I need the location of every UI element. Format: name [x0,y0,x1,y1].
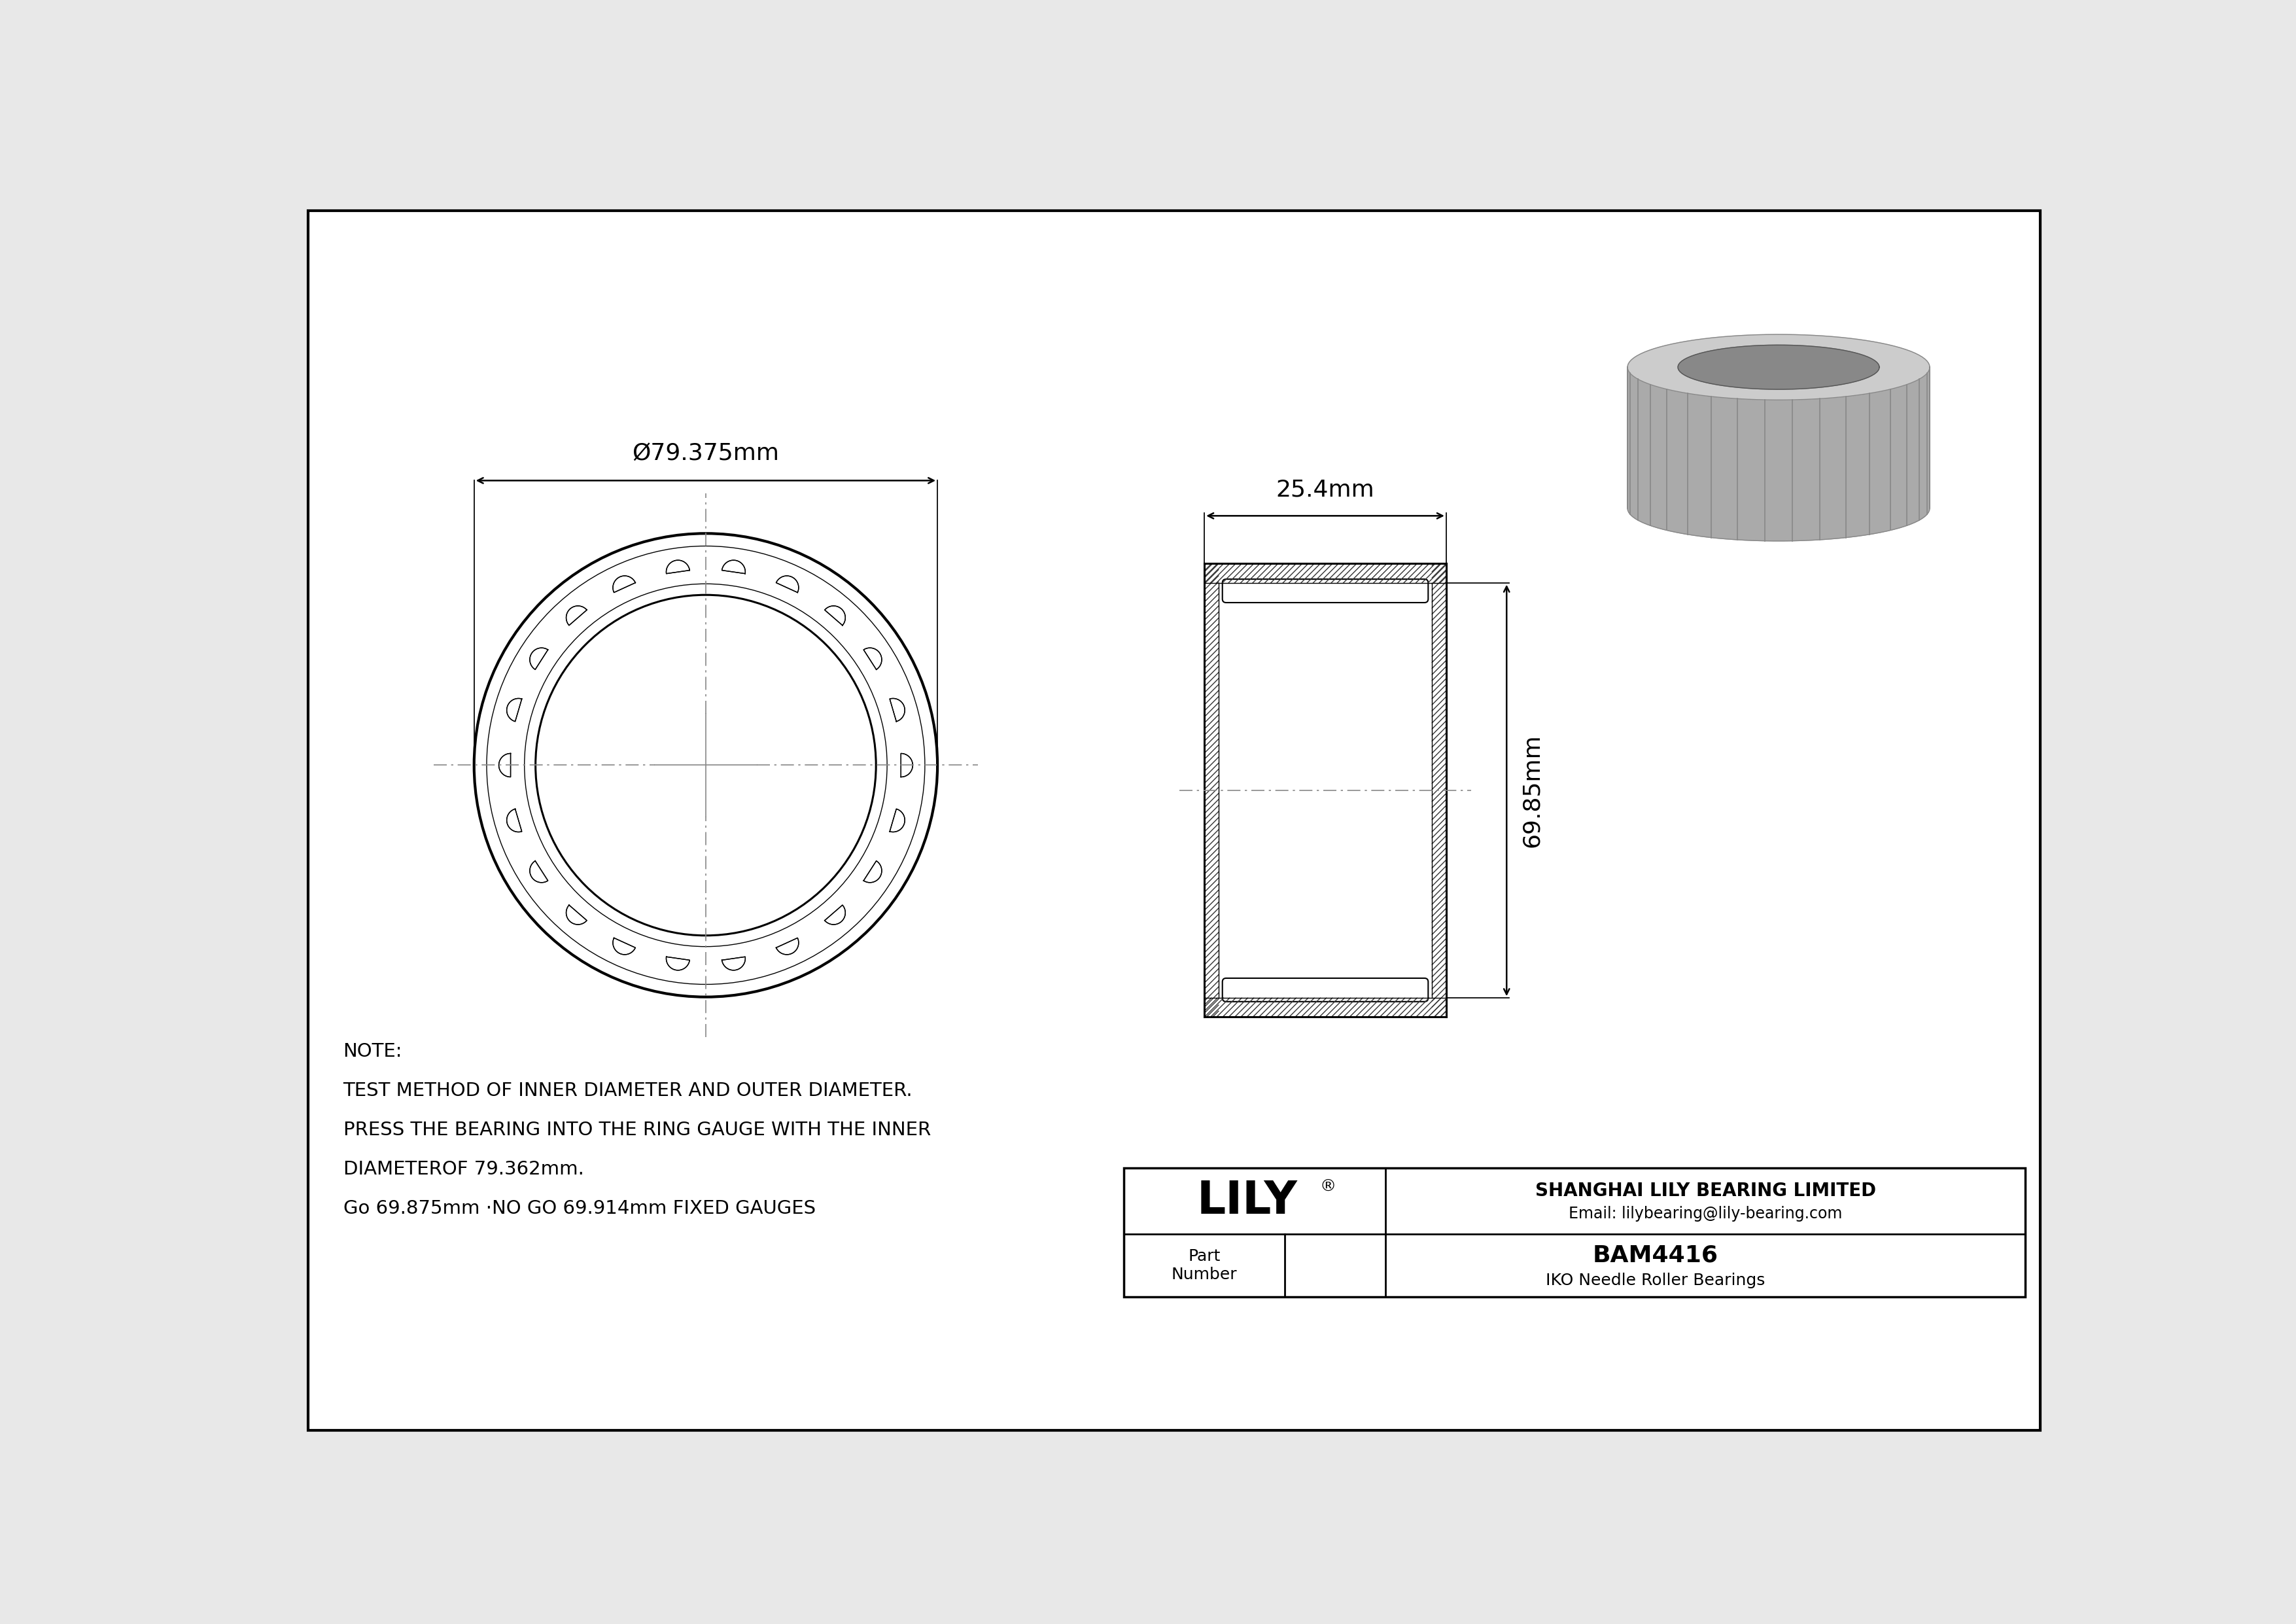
FancyBboxPatch shape [1221,580,1428,603]
Text: PRESS THE BEARING INTO THE RING GAUGE WITH THE INNER: PRESS THE BEARING INTO THE RING GAUGE WI… [342,1121,930,1138]
Bar [1205,999,1446,1017]
Polygon shape [613,939,636,955]
Polygon shape [567,905,588,924]
Polygon shape [530,648,549,669]
Polygon shape [498,754,510,776]
Text: 69.85mm: 69.85mm [1520,734,1543,848]
Polygon shape [1628,335,1929,400]
Polygon shape [530,861,549,882]
Text: Part
Number: Part Number [1171,1249,1238,1283]
Polygon shape [863,861,882,882]
Polygon shape [900,754,914,776]
Text: 25.4mm: 25.4mm [1277,479,1375,500]
Circle shape [473,533,937,997]
Polygon shape [863,648,882,669]
Text: BAM4416: BAM4416 [1593,1244,1717,1267]
Text: DIAMETEROF 79.362mm.: DIAMETEROF 79.362mm. [342,1160,583,1179]
Text: Ø79.375mm: Ø79.375mm [631,442,778,464]
Polygon shape [507,809,521,831]
Bar [1205,564,1219,1017]
Bar [1205,564,1446,583]
Polygon shape [891,809,905,831]
Polygon shape [666,957,689,970]
Text: TEST METHOD OF INNER DIAMETER AND OUTER DIAMETER.: TEST METHOD OF INNER DIAMETER AND OUTER … [342,1082,912,1099]
Polygon shape [507,698,521,721]
Text: Go 69.875mm ·NO GO 69.914mm FIXED GAUGES: Go 69.875mm ·NO GO 69.914mm FIXED GAUGES [342,1200,815,1218]
Polygon shape [567,606,588,625]
Bar [1123,1168,2025,1296]
Polygon shape [666,560,689,573]
Polygon shape [776,577,799,593]
Bar [1433,564,1446,1017]
Polygon shape [891,698,905,721]
FancyBboxPatch shape [1221,978,1428,1002]
Polygon shape [721,957,746,970]
Text: ®: ® [1320,1179,1336,1195]
Polygon shape [776,939,799,955]
Polygon shape [721,560,746,573]
Text: Email: lilybearing@lily-bearing.com: Email: lilybearing@lily-bearing.com [1568,1205,1841,1221]
Polygon shape [824,606,845,625]
Polygon shape [1628,367,1929,541]
Polygon shape [1678,344,1880,390]
Text: LILY: LILY [1196,1179,1297,1223]
Polygon shape [613,577,636,593]
Text: SHANGHAI LILY BEARING LIMITED: SHANGHAI LILY BEARING LIMITED [1536,1182,1876,1200]
Text: NOTE:: NOTE: [342,1043,402,1060]
Polygon shape [824,905,845,924]
Text: IKO Needle Roller Bearings: IKO Needle Roller Bearings [1545,1273,1766,1288]
